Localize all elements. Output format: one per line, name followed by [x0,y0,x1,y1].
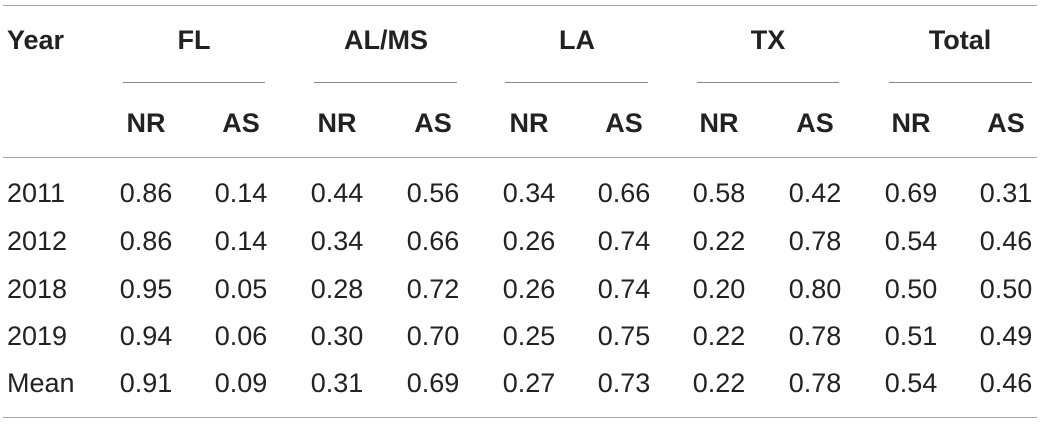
subheader-cell: AS [414,108,452,138]
table-cell: 0.78 [788,368,842,398]
table-cell: 0.50 [979,274,1033,304]
table-cell: 0.44 [310,178,364,208]
table-cell: 0.86 [119,226,173,256]
group-rule-la [505,82,648,83]
table-cell: 0.51 [884,321,938,351]
subheader-cell: AS [222,108,260,138]
table-cell: 0.69 [406,368,460,398]
subheader-cell: NR [509,108,549,138]
table-cell: 0.27 [502,368,556,398]
table-cell: 0.34 [502,178,556,208]
table-cell: 0.46 [979,368,1033,398]
data-table: Year FL AL/MS LA TX Total NR AS NR AS NR AS NR… [3,0,1037,425]
group-rule-fl [123,82,265,83]
group-header-la: LA [559,25,595,55]
subheader-cell: NR [891,108,931,138]
table-cell: 0.54 [884,226,938,256]
table-cell: 0.31 [979,178,1033,208]
table-cell: 0.75 [597,321,651,351]
row-year-cell: 2011 [7,178,66,208]
table-cell: 0.20 [692,274,746,304]
subheader-cell: AS [796,108,834,138]
table-cell: 0.31 [310,368,364,398]
table-cell: 0.80 [788,274,842,304]
group-header-total: Total [928,25,992,55]
table-cell: 0.30 [310,321,364,351]
table-bottom-rule [3,417,1037,418]
subheader-cell: AS [605,108,643,138]
subheader-cell: NR [317,108,357,138]
table-cell: 0.72 [406,274,460,304]
table-cell: 0.69 [884,178,938,208]
table-cell: 0.49 [979,321,1033,351]
table-cell: 0.78 [788,321,842,351]
table-cell: 0.78 [788,226,842,256]
group-header-fl: FL [177,25,211,55]
subheader-cell: NR [699,108,739,138]
table-cell: 0.58 [692,178,746,208]
table-cell: 0.50 [884,274,938,304]
table-cell: 0.73 [597,368,651,398]
year-header: Year [7,25,65,55]
group-rule-tx [697,82,839,83]
subheader-cell: NR [126,108,166,138]
table-cell: 0.22 [692,226,746,256]
group-rule-total [889,82,1032,83]
table-cell: 0.56 [406,178,460,208]
row-year-cell: 2019 [7,321,68,351]
row-year-cell: Mean [7,368,75,398]
table-cell: 0.34 [310,226,364,256]
table-cell: 0.74 [597,226,651,256]
table-cell: 0.70 [406,321,460,351]
table-cell: 0.22 [692,368,746,398]
table-cell: 0.09 [214,368,268,398]
table-cell: 0.46 [979,226,1033,256]
table-cell: 0.25 [502,321,556,351]
group-header-tx: TX [750,25,786,55]
table-top-rule [3,5,1037,6]
table-cell: 0.86 [119,178,173,208]
table-cell: 0.42 [788,178,842,208]
table-cell: 0.26 [502,226,556,256]
table-cell: 0.05 [214,274,268,304]
table-cell: 0.74 [597,274,651,304]
group-rule-al-ms [314,82,457,83]
table-cell: 0.22 [692,321,746,351]
table-cell: 0.06 [214,321,268,351]
group-header-al-ms: AL/MS [344,25,428,55]
table-cell: 0.66 [597,178,651,208]
table-cell: 0.54 [884,368,938,398]
table-cell: 0.95 [119,274,173,304]
subheader-cell: AS [987,108,1025,138]
row-year-cell: 2018 [7,274,68,304]
table-cell: 0.91 [119,368,173,398]
table-cell: 0.28 [310,274,364,304]
table-cell: 0.14 [214,226,268,256]
table-cell: 0.66 [406,226,460,256]
row-year-cell: 2012 [7,226,68,256]
table-cell: 0.94 [119,321,173,351]
table-cell: 0.14 [214,178,268,208]
table-cell: 0.26 [502,274,556,304]
table-header-rule [3,157,1037,158]
